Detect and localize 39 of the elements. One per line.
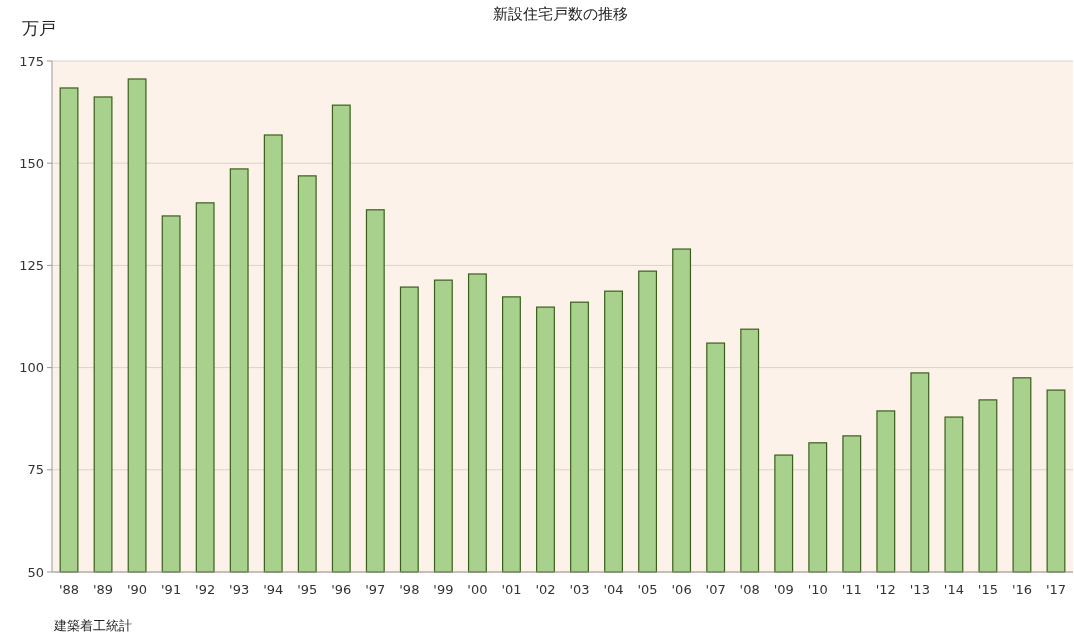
y-tick-label: 175: [19, 53, 44, 69]
x-tick-label: '04: [603, 582, 624, 597]
x-tick-label: '15: [977, 582, 998, 597]
x-tick-label: '98: [399, 582, 420, 597]
x-tick-label: '93: [229, 582, 250, 597]
x-tick-label: '88: [58, 582, 80, 597]
x-tick-label: '94: [263, 582, 284, 597]
x-tick-label: '03: [569, 582, 590, 597]
y-axis-title: 万戸: [22, 18, 56, 38]
x-tick-label: '06: [671, 582, 692, 597]
x-tick-label: '16: [1011, 582, 1033, 597]
x-tick-label: '90: [127, 582, 148, 597]
y-tick-label: 50: [27, 564, 44, 580]
text: 建築着工統計: [53, 618, 132, 633]
x-tick-label: '07: [705, 582, 726, 597]
x-tick-label: '13: [909, 582, 930, 597]
x-tick-label: '14: [943, 582, 964, 597]
chart-title: 新設住宅戸数の推移: [492, 5, 628, 23]
x-tick-label: '97: [365, 582, 386, 597]
y-tick-label: 100: [19, 360, 44, 376]
x-tick-label: '95: [297, 582, 318, 597]
y-tick-label: 125: [19, 257, 44, 273]
x-tick-label: '17: [1045, 582, 1067, 597]
x-tick-label: '05: [637, 582, 658, 597]
x-tick-label: '09: [773, 582, 794, 597]
x-tick-label: '12: [875, 582, 896, 597]
y-tick-label: 75: [27, 462, 44, 478]
x-tick-label: '00: [467, 582, 488, 597]
y-tick-label: 150: [19, 155, 44, 171]
x-tick-label: '10: [807, 582, 828, 597]
x-tick-label: '89: [92, 582, 114, 597]
x-tick-label: '92: [195, 582, 216, 597]
x-tick-label: '02: [535, 582, 556, 597]
x-tick-label: '99: [433, 582, 454, 597]
x-tick-label: '08: [739, 582, 760, 597]
x-tick-label: '01: [501, 582, 522, 597]
x-tick-label: '96: [331, 582, 352, 597]
x-tick-label: '91: [161, 582, 182, 597]
x-tick-label: '11: [841, 582, 862, 597]
